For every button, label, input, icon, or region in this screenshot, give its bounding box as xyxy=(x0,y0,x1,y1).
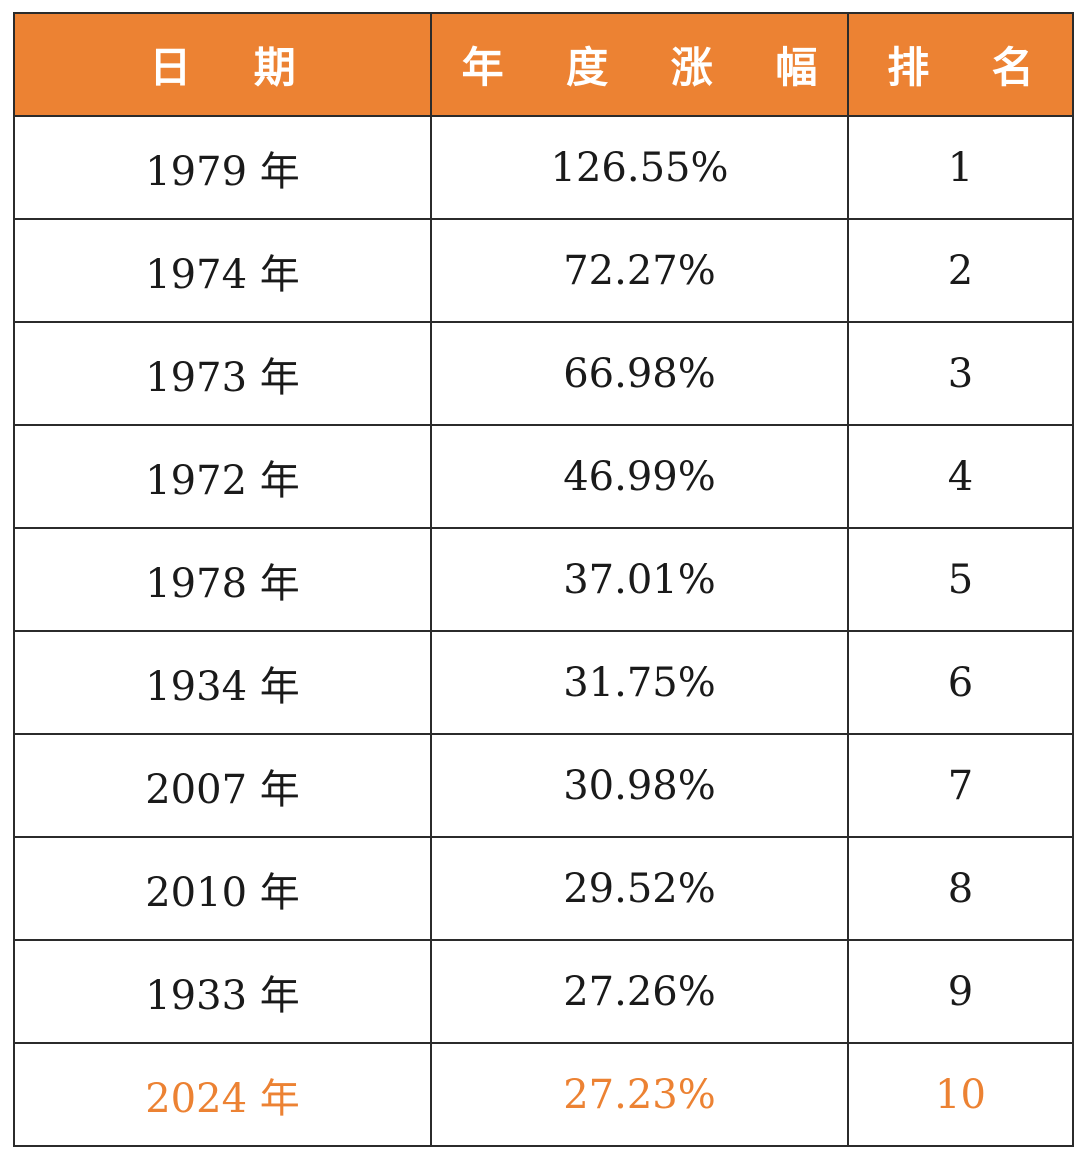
cell-rank: 10 xyxy=(847,1042,1074,1147)
cell-date: 1972 年 xyxy=(13,424,432,529)
table-row: 1933 年 27.26% 9 xyxy=(13,939,1074,1044)
cell-gain: 27.26% xyxy=(430,939,849,1044)
cell-date: 1973 年 xyxy=(13,321,432,426)
cell-gain: 46.99% xyxy=(430,424,849,529)
cell-rank: 1 xyxy=(847,115,1074,220)
cell-date: 1978 年 xyxy=(13,527,432,632)
header-rank: 排 名 xyxy=(847,12,1074,117)
cell-rank: 9 xyxy=(847,939,1074,1044)
header-annual-gain: 年 度 涨 幅 xyxy=(430,12,849,117)
header-date: 日 期 xyxy=(13,12,432,117)
table-row: 1979 年 126.55% 1 xyxy=(13,115,1074,220)
table-row: 1974 年 72.27% 2 xyxy=(13,218,1074,323)
cell-gain: 72.27% xyxy=(430,218,849,323)
table-row: 1972 年 46.99% 4 xyxy=(13,424,1074,529)
cell-rank: 3 xyxy=(847,321,1074,426)
cell-rank: 4 xyxy=(847,424,1074,529)
table-row-highlighted: 2024 年 27.23% 10 xyxy=(13,1042,1074,1147)
cell-gain: 126.55% xyxy=(430,115,849,220)
table-header-row: 日 期 年 度 涨 幅 排 名 xyxy=(13,12,1074,117)
table-row: 1973 年 66.98% 3 xyxy=(13,321,1074,426)
cell-rank: 7 xyxy=(847,733,1074,838)
table-row: 2007 年 30.98% 7 xyxy=(13,733,1074,838)
cell-gain: 66.98% xyxy=(430,321,849,426)
ranking-table-container: 日 期 年 度 涨 幅 排 名 1979 年 126.55% 1 1974 年 … xyxy=(13,12,1074,1147)
cell-date: 2007 年 xyxy=(13,733,432,838)
cell-rank: 8 xyxy=(847,836,1074,941)
table-row: 1978 年 37.01% 5 xyxy=(13,527,1074,632)
cell-date: 1934 年 xyxy=(13,630,432,735)
cell-gain: 30.98% xyxy=(430,733,849,838)
table-row: 1934 年 31.75% 6 xyxy=(13,630,1074,735)
cell-gain: 29.52% xyxy=(430,836,849,941)
cell-date: 1979 年 xyxy=(13,115,432,220)
table-row: 2010 年 29.52% 8 xyxy=(13,836,1074,941)
cell-date: 1933 年 xyxy=(13,939,432,1044)
cell-gain: 37.01% xyxy=(430,527,849,632)
cell-gain: 27.23% xyxy=(430,1042,849,1147)
annual-gain-ranking-table: 日 期 年 度 涨 幅 排 名 1979 年 126.55% 1 1974 年 … xyxy=(13,12,1074,1147)
cell-date: 2010 年 xyxy=(13,836,432,941)
cell-rank: 2 xyxy=(847,218,1074,323)
cell-rank: 6 xyxy=(847,630,1074,735)
cell-rank: 5 xyxy=(847,527,1074,632)
cell-gain: 31.75% xyxy=(430,630,849,735)
cell-date: 2024 年 xyxy=(13,1042,432,1147)
cell-date: 1974 年 xyxy=(13,218,432,323)
